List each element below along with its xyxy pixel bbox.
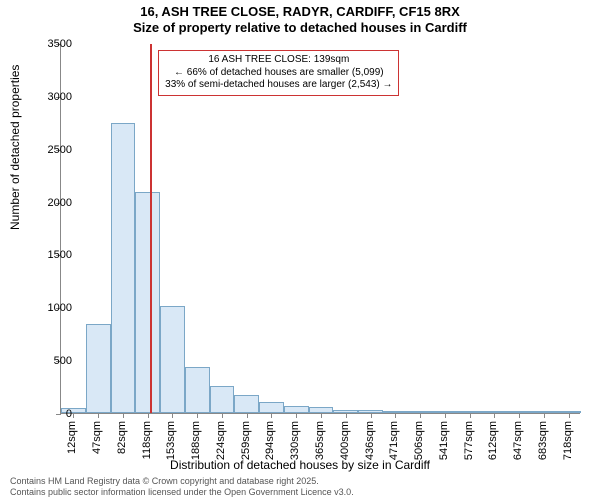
- chart-area: 16 ASH TREE CLOSE: 139sqm← 66% of detach…: [60, 44, 580, 414]
- histogram-bar: [234, 395, 259, 413]
- x-tick-label: 400sqm: [339, 421, 351, 460]
- histogram-bar: [259, 402, 284, 413]
- x-tick: [172, 413, 173, 418]
- x-tick: [123, 413, 124, 418]
- x-tick: [371, 413, 372, 418]
- x-tick-label: 153sqm: [165, 421, 177, 460]
- x-tick: [544, 413, 545, 418]
- chart-title-line2: Size of property relative to detached ho…: [0, 20, 600, 35]
- x-tick-label: 224sqm: [215, 421, 227, 460]
- footer-attribution: Contains HM Land Registry data © Crown c…: [10, 476, 354, 498]
- histogram-bar: [185, 367, 210, 414]
- x-tick: [346, 413, 347, 418]
- x-tick: [321, 413, 322, 418]
- x-tick: [296, 413, 297, 418]
- reference-line: [150, 44, 152, 413]
- x-tick-label: 471sqm: [388, 421, 400, 460]
- x-tick: [271, 413, 272, 418]
- x-tick-label: 577sqm: [463, 421, 475, 460]
- x-tick: [148, 413, 149, 418]
- histogram-bar: [111, 123, 136, 413]
- x-tick: [470, 413, 471, 418]
- x-tick-label: 47sqm: [91, 421, 103, 454]
- x-tick: [395, 413, 396, 418]
- footer-line1: Contains HM Land Registry data © Crown c…: [10, 476, 354, 487]
- x-tick-label: 365sqm: [314, 421, 326, 460]
- histogram-bar: [86, 324, 111, 413]
- y-tick-label: 1500: [48, 249, 72, 261]
- x-tick: [569, 413, 570, 418]
- y-tick-label: 500: [54, 355, 72, 367]
- y-tick-label: 2500: [48, 144, 72, 156]
- x-tick: [519, 413, 520, 418]
- y-tick-label: 0: [66, 408, 72, 420]
- x-tick: [197, 413, 198, 418]
- chart-title-line1: 16, ASH TREE CLOSE, RADYR, CARDIFF, CF15…: [0, 4, 600, 19]
- x-tick: [222, 413, 223, 418]
- y-tick-label: 1000: [48, 302, 72, 314]
- x-tick-label: 118sqm: [141, 421, 153, 459]
- x-tick-label: 259sqm: [240, 421, 252, 460]
- x-tick-label: 683sqm: [537, 421, 549, 460]
- y-tick: [56, 414, 61, 415]
- x-tick-label: 718sqm: [562, 421, 574, 460]
- x-tick-label: 612sqm: [487, 421, 499, 460]
- annotation-line: ← 66% of detached houses are smaller (5,…: [165, 67, 392, 80]
- x-tick-label: 506sqm: [413, 421, 425, 460]
- histogram-bar: [160, 306, 185, 413]
- x-axis-label: Distribution of detached houses by size …: [0, 458, 600, 472]
- chart-container: 16, ASH TREE CLOSE, RADYR, CARDIFF, CF15…: [0, 0, 600, 500]
- y-axis-label: Number of detached properties: [8, 65, 22, 230]
- histogram-bar: [135, 192, 160, 413]
- y-tick-label: 2000: [48, 197, 72, 209]
- x-tick: [494, 413, 495, 418]
- x-tick-label: 647sqm: [512, 421, 524, 460]
- x-tick-label: 12sqm: [66, 421, 78, 454]
- footer-line2: Contains public sector information licen…: [10, 487, 354, 498]
- annotation-line: 16 ASH TREE CLOSE: 139sqm: [165, 54, 392, 67]
- x-tick: [420, 413, 421, 418]
- x-tick-label: 436sqm: [364, 421, 376, 460]
- histogram-bar: [284, 406, 309, 413]
- x-tick-label: 541sqm: [438, 421, 450, 460]
- plot-region: 16 ASH TREE CLOSE: 139sqm← 66% of detach…: [60, 44, 580, 414]
- x-tick: [247, 413, 248, 418]
- histogram-bar: [210, 386, 235, 413]
- annotation-box: 16 ASH TREE CLOSE: 139sqm← 66% of detach…: [158, 50, 399, 96]
- x-tick-label: 294sqm: [264, 421, 276, 460]
- x-tick-label: 330sqm: [289, 421, 301, 460]
- y-tick-label: 3000: [48, 91, 72, 103]
- x-tick: [73, 413, 74, 418]
- annotation-line: 33% of semi-detached houses are larger (…: [165, 79, 392, 92]
- x-tick-label: 82sqm: [116, 421, 128, 454]
- x-tick: [445, 413, 446, 418]
- x-tick: [98, 413, 99, 418]
- y-tick-label: 3500: [48, 38, 72, 50]
- x-tick-label: 188sqm: [190, 421, 202, 460]
